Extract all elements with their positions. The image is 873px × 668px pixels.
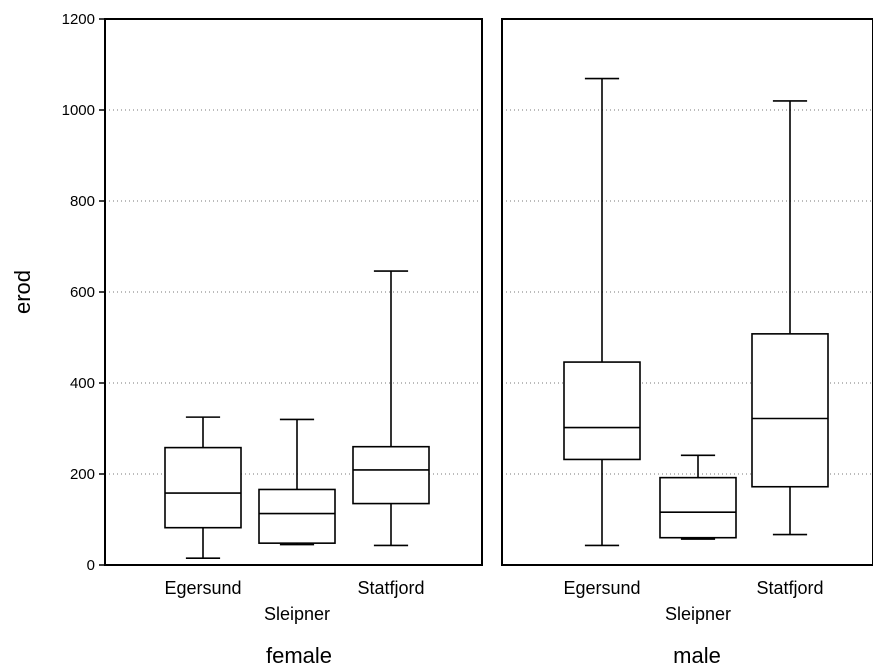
iqr-box [352, 445, 430, 505]
iqr-box [563, 361, 641, 461]
category-label: Sleipner [264, 604, 330, 624]
box-male-sleipner [659, 454, 737, 540]
y-tick-label: 400 [70, 375, 95, 392]
panel-label-male: male [673, 643, 721, 668]
category-label: Sleipner [665, 604, 731, 624]
y-tick-label: 1200 [62, 11, 95, 28]
iqr-box [751, 333, 829, 488]
category-label: Egersund [164, 578, 241, 598]
box-female-egersund [164, 416, 242, 559]
box-female-sleipner [258, 418, 336, 546]
panel-label-female: female [266, 643, 332, 668]
y-tick-label: 600 [70, 284, 95, 301]
panel-frame-female [104, 18, 483, 566]
box-male-egersund [563, 77, 641, 547]
iqr-box [258, 488, 336, 544]
box-male-statfjord [751, 100, 829, 536]
category-label: Statfjord [756, 578, 823, 598]
y-tick-label: 200 [70, 466, 95, 483]
y-tick-label: 0 [87, 557, 95, 574]
y-axis-label: erod [10, 270, 35, 314]
iqr-box [164, 446, 242, 529]
y-tick-label: 800 [70, 193, 95, 210]
category-label: Egersund [563, 578, 640, 598]
category-label: Statfjord [357, 578, 424, 598]
y-tick-label: 1000 [62, 102, 95, 119]
box-female-statfjord [352, 270, 430, 547]
iqr-box [659, 476, 737, 539]
panel-frame-male [501, 18, 873, 566]
